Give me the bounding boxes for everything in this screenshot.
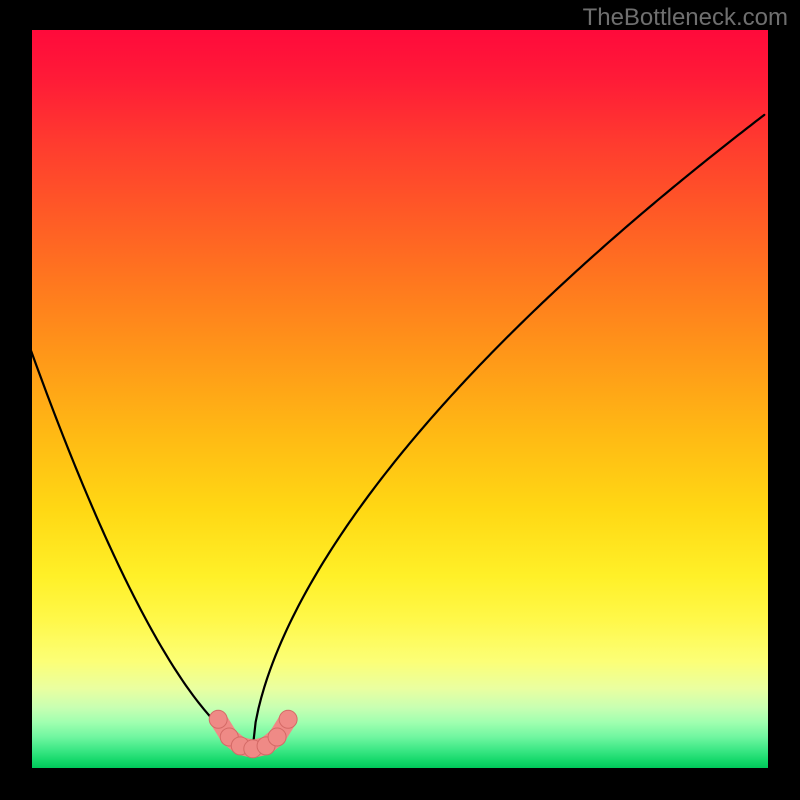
watermark-label: TheBottleneck.com (583, 4, 788, 32)
chart-frame (32, 30, 768, 768)
